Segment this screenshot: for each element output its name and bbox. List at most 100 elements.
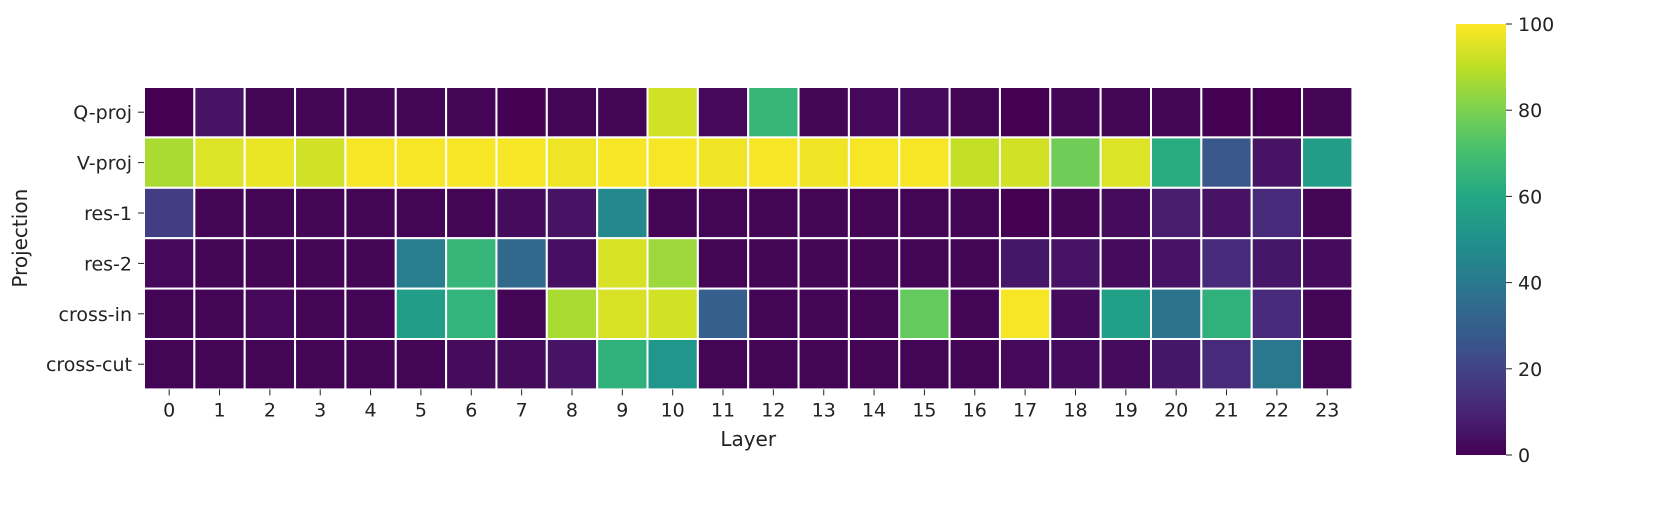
colorbar-tick-label: 0: [1518, 445, 1530, 467]
heatmap-cell: [193, 136, 246, 189]
x-tick-label: 9: [616, 399, 628, 421]
x-tick-label: 15: [912, 399, 936, 421]
heatmap-cell: [1099, 86, 1153, 139]
heatmap-cell: [998, 186, 1052, 240]
heatmap-cell: [1150, 186, 1203, 240]
colorbar-tick-label: 100: [1518, 14, 1554, 36]
x-tick-label: 16: [963, 399, 987, 421]
heatmap-cell: [797, 287, 850, 341]
heatmap-cell: [1200, 287, 1253, 341]
heatmap-cell: [1099, 338, 1153, 391]
heatmap-cell: [847, 136, 901, 189]
heatmap-cell: [1099, 237, 1153, 290]
heatmap-cell: [747, 186, 800, 240]
heatmap-cell: [696, 186, 750, 240]
x-tick-label: 8: [566, 399, 578, 421]
heatmap-cell: [1250, 287, 1304, 341]
heatmap-cell: [1150, 237, 1203, 290]
heatmap-cell: [596, 136, 649, 189]
heatmap-cell: [545, 338, 599, 391]
heatmap-cell: [344, 287, 397, 341]
heatmap-cell: [1301, 237, 1354, 290]
heatmap-cell: [1301, 186, 1354, 240]
heatmap-cell: [1200, 86, 1253, 139]
colorbar: [1456, 24, 1506, 455]
heatmap-cell: [1049, 86, 1102, 139]
heatmap-cell: [545, 287, 599, 341]
heatmap-cell: [898, 136, 951, 189]
x-tick-label: 12: [761, 399, 785, 421]
heatmap-cell: [847, 287, 901, 341]
heatmap-cell: [495, 186, 548, 240]
x-tick-label: 19: [1114, 399, 1138, 421]
x-tick-label: 14: [862, 399, 886, 421]
heatmap-cell: [747, 136, 800, 189]
heatmap-cell: [1250, 338, 1304, 391]
heatmap-cell: [948, 237, 1001, 290]
heatmap-cell: [495, 136, 548, 189]
heatmap-cell: [1250, 86, 1304, 139]
x-tick-label: 2: [264, 399, 276, 421]
x-tick-label: 21: [1214, 399, 1238, 421]
heatmap-cell: [1150, 86, 1203, 139]
x-tick-label: 20: [1164, 399, 1188, 421]
heatmap-cell: [143, 136, 196, 189]
heatmap-cell: [495, 237, 548, 290]
heatmap-cell: [898, 186, 951, 240]
heatmap-cell: [394, 186, 448, 240]
heatmap-cell: [143, 338, 196, 391]
y-tick-label: res-2: [84, 253, 132, 275]
x-tick-label: 11: [711, 399, 735, 421]
heatmap-cell: [445, 136, 498, 189]
heatmap-cell: [394, 237, 448, 290]
heatmap-cell: [998, 237, 1052, 290]
heatmap-cell: [998, 338, 1052, 391]
x-tick-label: 3: [314, 399, 326, 421]
heatmap-cell: [1150, 136, 1203, 189]
heatmap-cell: [797, 86, 850, 139]
heatmap-cell: [898, 287, 951, 341]
heatmap-cell: [948, 338, 1001, 391]
heatmap-cell: [1049, 237, 1102, 290]
heatmap-cell: [797, 237, 850, 290]
y-tick-label: cross-cut: [46, 354, 132, 376]
heatmap-cell: [596, 86, 649, 139]
heatmap-cell: [445, 287, 498, 341]
heatmap-cell: [646, 237, 699, 290]
x-tick-label: 5: [415, 399, 427, 421]
heatmap-cell: [696, 86, 750, 139]
heatmap-cell: [193, 86, 246, 139]
heatmap-cell: [797, 136, 850, 189]
heatmap-cell: [646, 186, 699, 240]
colorbar-tick-label: 40: [1518, 273, 1542, 295]
heatmap-cell: [747, 237, 800, 290]
heatmap-cell: [1301, 287, 1354, 341]
x-tick-label: 18: [1063, 399, 1087, 421]
heatmap-cell: [948, 136, 1001, 189]
heatmap-cell: [898, 338, 951, 391]
heatmap-cell: [545, 186, 599, 240]
heatmap-cell: [193, 338, 246, 391]
heatmap-cell: [898, 237, 951, 290]
x-axis-ticks: 0 1 2 3 4 5 6 7 8 9 10 11 12 13 14 15 16 17 18 19 20 21 22 23: [163, 389, 1339, 421]
heatmap-cell: [847, 338, 901, 391]
heatmap-cell: [344, 136, 397, 189]
x-tick-label: 13: [812, 399, 836, 421]
heatmap-cell: [143, 86, 196, 139]
heatmap-cell: [847, 186, 901, 240]
y-tick-label: V-proj: [77, 153, 132, 175]
heatmap-cell: [1301, 86, 1354, 139]
heatmap-cell: [847, 237, 901, 290]
heatmap-cell: [344, 186, 397, 240]
x-tick-label: 1: [213, 399, 225, 421]
heatmap-cell: [1301, 136, 1354, 189]
heatmap-cell: [143, 287, 196, 341]
heatmap-cell: [646, 136, 699, 189]
x-axis-label: Layer: [720, 427, 777, 451]
heatmap-cell: [294, 287, 347, 341]
colorbar-tick-label: 60: [1518, 186, 1542, 208]
heatmap-cell: [344, 338, 397, 391]
heatmap-cell: [1099, 136, 1153, 189]
heatmap-cell: [243, 186, 297, 240]
heatmap-cell: [1099, 287, 1153, 341]
